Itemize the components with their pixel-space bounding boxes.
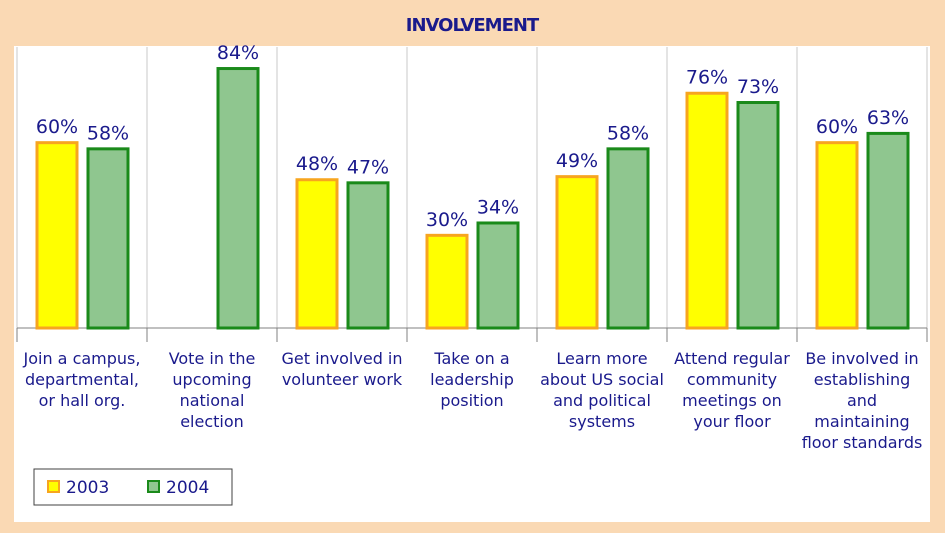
chart-title: INVOLVEMENT: [406, 15, 540, 36]
value-label: 60%: [36, 116, 78, 138]
legend-marker: [47, 480, 60, 493]
bar: [216, 67, 260, 330]
x-tick-label: Join a campus, departmental, or hall org…: [23, 349, 141, 410]
legend-label: 2003: [66, 478, 109, 498]
value-label: 47%: [347, 156, 389, 178]
value-label: 60%: [816, 116, 858, 138]
value-label: 73%: [737, 76, 779, 98]
x-tick-label: Take on a leadership position: [430, 349, 514, 410]
value-label: 84%: [217, 42, 259, 64]
bar: [606, 147, 650, 330]
bar: [295, 178, 339, 330]
value-label: 63%: [867, 107, 909, 129]
bar: [815, 141, 859, 330]
plot-background: [14, 46, 930, 522]
bar: [35, 141, 79, 330]
legend-marker: [147, 480, 160, 493]
legend-label: 2004: [166, 478, 209, 498]
value-label: 58%: [87, 122, 129, 144]
x-tick-label: Vote in the upcoming national election: [168, 349, 256, 431]
bar: [476, 221, 520, 330]
value-label: 49%: [556, 150, 598, 172]
x-tick-label: Get involved in volunteer work: [281, 349, 403, 389]
bar: [86, 147, 130, 330]
bar: [685, 91, 729, 330]
x-tick-label: Attend regular community meetings on you…: [674, 349, 790, 431]
bar: [346, 181, 390, 330]
bar: [425, 233, 469, 330]
bar: [736, 101, 780, 330]
value-label: 48%: [296, 153, 338, 175]
value-label: 30%: [426, 209, 468, 231]
legend-box: [33, 468, 233, 506]
x-tick-label: Learn more about US social and political…: [540, 349, 664, 431]
x-tick-label: Be involved in establishing and maintain…: [801, 349, 923, 452]
value-label: 76%: [686, 67, 728, 89]
bar: [555, 175, 599, 330]
value-label: 34%: [477, 196, 519, 218]
value-label: 58%: [607, 122, 649, 144]
bar: [866, 131, 910, 330]
